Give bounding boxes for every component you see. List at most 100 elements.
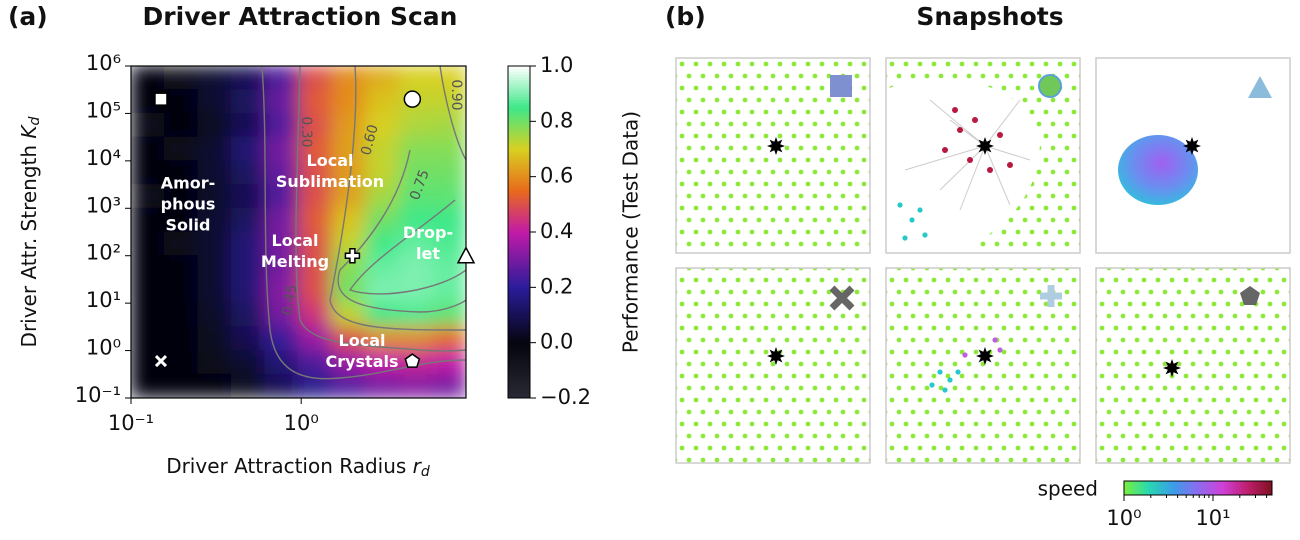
heat-cell bbox=[398, 136, 433, 162]
heat-cell bbox=[197, 326, 232, 352]
heat-cell bbox=[432, 278, 466, 304]
speed-colorbar-step bbox=[1253, 481, 1256, 495]
region-label: Local bbox=[307, 151, 354, 170]
colorbar-step bbox=[508, 367, 530, 371]
scan-marker bbox=[344, 247, 361, 264]
heat-cell bbox=[432, 373, 466, 398]
region-label: Crystals bbox=[325, 352, 398, 371]
colorbar-step bbox=[508, 228, 530, 233]
heat-cell bbox=[131, 302, 165, 328]
colorbar-step bbox=[508, 237, 530, 241]
speed-colorbar-step bbox=[1169, 481, 1173, 495]
colorbar-step bbox=[508, 378, 530, 382]
speed-colorbar-step bbox=[1127, 481, 1130, 495]
speed-colorbar-step bbox=[1242, 481, 1245, 495]
colorbar-step bbox=[508, 195, 530, 200]
colorbar-step bbox=[508, 248, 530, 252]
y-tick-label: 10⁴ bbox=[86, 146, 121, 170]
colorbar-step bbox=[508, 170, 530, 175]
speed-tick-label: 10¹ bbox=[1195, 506, 1230, 530]
heat-cell bbox=[264, 66, 299, 91]
heat-cell bbox=[197, 112, 232, 138]
colorbar-step bbox=[508, 336, 530, 341]
colorbar-step bbox=[508, 104, 530, 108]
colorbar-step bbox=[508, 162, 530, 167]
heat-cell bbox=[197, 255, 232, 280]
heat-cell bbox=[231, 302, 266, 328]
speed-colorbar-step bbox=[1166, 481, 1169, 495]
speed-colorbar-step bbox=[1238, 481, 1241, 495]
colorbar-step bbox=[508, 178, 530, 183]
colorbar-step bbox=[508, 118, 530, 122]
speed-colorbar-step bbox=[1168, 481, 1171, 495]
colorbar-step bbox=[508, 231, 530, 236]
heat-cell bbox=[164, 373, 199, 398]
speed-colorbar-step bbox=[1205, 481, 1208, 495]
colorbar-step bbox=[508, 71, 530, 75]
colorbar-step bbox=[508, 120, 530, 125]
colorbar-step bbox=[508, 347, 530, 352]
speed-colorbar-step bbox=[1219, 481, 1223, 495]
heat-cell bbox=[298, 66, 333, 91]
colorbar-step bbox=[508, 386, 530, 391]
colorbar-step bbox=[508, 239, 530, 244]
heat-cell bbox=[298, 302, 333, 328]
heat-cell bbox=[331, 89, 366, 114]
speed-colorbar-step bbox=[1129, 481, 1132, 495]
heat-cell bbox=[331, 278, 366, 304]
colorbar-step bbox=[508, 95, 530, 100]
colorbar-step bbox=[508, 295, 530, 299]
speed-colorbar-step bbox=[1153, 481, 1156, 495]
colorbar-step bbox=[508, 73, 530, 78]
colorbar-step bbox=[508, 225, 530, 230]
heat-cell bbox=[298, 184, 333, 209]
heat-cell bbox=[398, 207, 433, 233]
colorbar-step bbox=[508, 245, 530, 250]
contour-label: 0.60 bbox=[358, 123, 382, 157]
x-tick-label: 10⁻¹ bbox=[108, 411, 154, 435]
speed-colorbar-step bbox=[1223, 481, 1227, 495]
colorbar-step bbox=[508, 256, 530, 261]
scan-marker bbox=[154, 92, 168, 106]
heat-cell bbox=[231, 207, 266, 233]
heat-cell bbox=[398, 184, 433, 209]
colorbar-step bbox=[508, 333, 530, 338]
colorbar-step bbox=[508, 65, 530, 70]
heat-cell bbox=[131, 184, 165, 209]
colorbar-step bbox=[508, 109, 530, 114]
colorbar-step bbox=[508, 259, 530, 263]
heat-cell bbox=[298, 112, 333, 138]
heat-cell bbox=[131, 373, 165, 398]
speed-colorbar-step bbox=[1181, 481, 1184, 495]
colorbar-step bbox=[508, 93, 530, 97]
speed-colorbar-step bbox=[1231, 481, 1234, 495]
colorbar-step bbox=[508, 68, 530, 73]
region-label: Amor- bbox=[161, 174, 216, 193]
speed-tick-label: 10⁰ bbox=[1106, 506, 1141, 530]
colorbar-step bbox=[508, 209, 530, 214]
speed-colorbar-step bbox=[1234, 481, 1238, 495]
contour-label: 0.90 bbox=[448, 79, 464, 110]
colorbar-step bbox=[508, 380, 530, 385]
speed-colorbar-step bbox=[1192, 481, 1195, 495]
colorbar-step bbox=[508, 383, 530, 388]
colorbar-step bbox=[508, 320, 530, 324]
speed-colorbar-step bbox=[1123, 481, 1127, 495]
heat-cell bbox=[264, 89, 299, 114]
y-tick-label: 10⁻¹ bbox=[75, 383, 121, 407]
y-tick-label: 10² bbox=[86, 241, 121, 265]
speed-colorbar-step bbox=[1245, 481, 1249, 495]
colorbar-step bbox=[508, 394, 530, 399]
contour-label: 0.45 bbox=[279, 283, 300, 316]
heat-cell bbox=[365, 278, 400, 304]
speed-colorbar-step bbox=[1188, 481, 1191, 495]
heat-cell bbox=[197, 350, 232, 375]
heat-cell bbox=[131, 255, 165, 280]
colorbar-step bbox=[508, 90, 530, 95]
heat-cell bbox=[197, 160, 232, 186]
speed-colorbar-step bbox=[1229, 481, 1232, 495]
heat-cell bbox=[331, 326, 366, 352]
speed-colorbar-step bbox=[1249, 481, 1252, 495]
heat-cell bbox=[231, 278, 266, 304]
colorbar-tick-label: 0.0 bbox=[540, 330, 573, 354]
